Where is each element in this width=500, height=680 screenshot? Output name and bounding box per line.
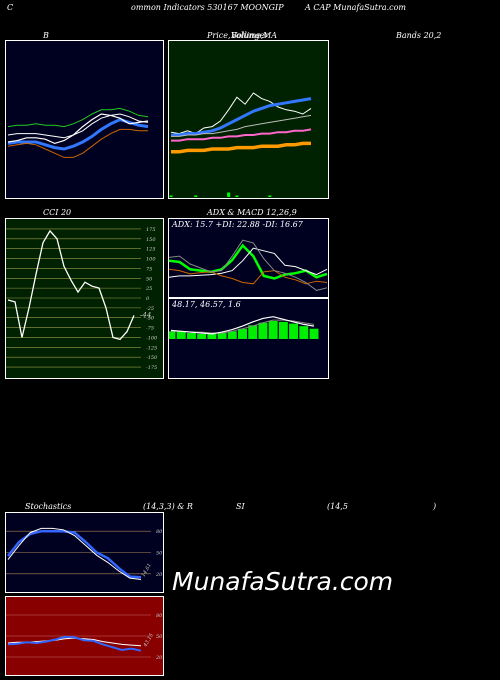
cci-tick-label: -50	[146, 316, 155, 322]
cci-tick-label: 175	[146, 227, 156, 233]
cci-title: CCI 20	[43, 208, 72, 217]
cci-line	[7, 229, 135, 341]
macd-histogram-bar	[207, 333, 217, 339]
price-series-4	[171, 141, 311, 154]
stoch-title-c: SI	[236, 502, 245, 511]
price-series-3	[171, 128, 312, 142]
macd-line	[170, 316, 315, 335]
header-c: C	[7, 3, 14, 12]
adx-series-3	[169, 239, 328, 291]
bands-title: B	[43, 31, 49, 40]
volume-bar	[235, 195, 239, 197]
macd-histogram-bar	[268, 321, 278, 339]
stoch-tick-label: 80	[156, 529, 163, 535]
cci-tick-label: -125	[146, 345, 157, 351]
rsi-tick-label: 50	[156, 634, 163, 640]
macd-histogram-bar	[258, 322, 268, 339]
stoch-title-a: Stochastics	[25, 502, 72, 511]
macd-panel: 48.17, 46.57, 1.6	[168, 298, 329, 379]
bollinger-panel	[5, 40, 164, 199]
adx-panel: ADX: 15.7 +DI: 22.88 -DI: 16.67	[168, 218, 329, 298]
macd-histogram-bar	[186, 333, 196, 339]
bands-right-title: Bands 20,2	[396, 31, 442, 40]
price-chart	[169, 92, 312, 197]
stoch-d-line	[7, 527, 142, 580]
cci-tick-label: 75	[146, 266, 152, 272]
stoch-title-e: )	[433, 502, 437, 511]
stoch-title-d: (14,5	[327, 502, 348, 511]
stoch-tick-label: 50	[156, 551, 163, 557]
rsi-tick-label: 20	[155, 655, 163, 661]
macd-histogram-bar	[309, 328, 319, 339]
cci-last-label: -44	[140, 311, 151, 319]
macd-histogram-bar	[278, 321, 288, 339]
volume-bar	[227, 192, 231, 197]
price-title-d: MA	[263, 31, 277, 40]
header-site: A CAP MunafaSutra.com	[305, 3, 407, 12]
price-series-1	[171, 97, 312, 137]
adx-chart	[169, 239, 328, 291]
rsi-tick-label: 80	[156, 613, 163, 619]
cci-tick-label: 50	[146, 276, 153, 282]
rsi-last-label: 43.15	[142, 633, 155, 649]
cci-tick-label: 100	[146, 257, 156, 263]
header-title: ommon Indicators 530167 MOONGIP	[131, 3, 284, 12]
volume-bar	[169, 195, 173, 197]
cci-panel: 175 150 125 100 75 50 25 0 -25 -50 -75 -100 -125 -150…	[5, 218, 164, 379]
adx-series-2	[169, 268, 328, 285]
stoch-tick-label: 20	[155, 572, 163, 578]
macd-histogram-bar	[248, 325, 258, 339]
price-panel	[168, 40, 329, 199]
stoch-title-b: (14,3,3) & R	[143, 502, 193, 511]
stochastics-panel: 80 50 20 14.61	[5, 512, 164, 593]
cci-tick-label: 25	[145, 286, 152, 292]
cci-chart: 175 150 125 100 75 50 25 0 -25 -50 -75 -100 -125 -150…	[6, 227, 158, 371]
macd-histogram-bar	[227, 331, 237, 339]
bollinger-series-1	[7, 113, 149, 139]
price-series-2	[171, 114, 312, 137]
volume-bar	[268, 195, 272, 197]
macd-histogram-bar	[217, 333, 227, 339]
macd-histogram-bar	[289, 323, 299, 339]
cci-tick-label: -175	[146, 365, 157, 371]
watermark: MunafaSutra.com	[172, 567, 394, 596]
price-title-a: Price,	[207, 31, 231, 40]
macd-histogram-bar	[169, 331, 176, 339]
cci-tick-label: 0	[146, 296, 150, 302]
macd-histogram-bar	[299, 326, 309, 339]
stoch-k-line	[7, 529, 142, 579]
price-title-c: Bollinger	[231, 31, 269, 40]
macd-values: 48.17, 46.57, 1.6	[172, 300, 241, 309]
adx-series-0	[169, 243, 328, 280]
bollinger-series-3	[7, 128, 148, 158]
cci-tick-label: -75	[146, 326, 154, 332]
adx-series-1	[169, 247, 328, 278]
bollinger-chart	[7, 107, 149, 158]
cci-tick-label: 125	[146, 247, 156, 253]
macd-chart	[169, 316, 319, 339]
rsi-panel: 80 50 20 43.15	[5, 596, 164, 676]
cci-tick-label: 150	[146, 237, 156, 243]
bollinger-series-0	[7, 107, 149, 128]
macd-histogram-bar	[197, 333, 207, 339]
stoch-last-label: 14.61	[141, 563, 153, 578]
bollinger-series-4	[7, 113, 149, 145]
macd-histogram-bar	[238, 328, 247, 339]
cci-tick-label: -100	[146, 335, 158, 341]
adx-values: ADX: 15.7 +DI: 22.88 -DI: 16.67	[172, 220, 303, 229]
rsi-line	[7, 635, 142, 652]
adx-macd-title: ADX & MACD 12,26,9	[207, 208, 297, 217]
macd-histogram-bar	[176, 331, 186, 339]
cci-tick-label: -150	[146, 355, 158, 361]
volume-bar	[194, 195, 198, 197]
price-title-b: Volume,	[231, 31, 264, 40]
bollinger-series-2	[7, 118, 149, 151]
cci-tick-label: -25	[146, 306, 154, 312]
